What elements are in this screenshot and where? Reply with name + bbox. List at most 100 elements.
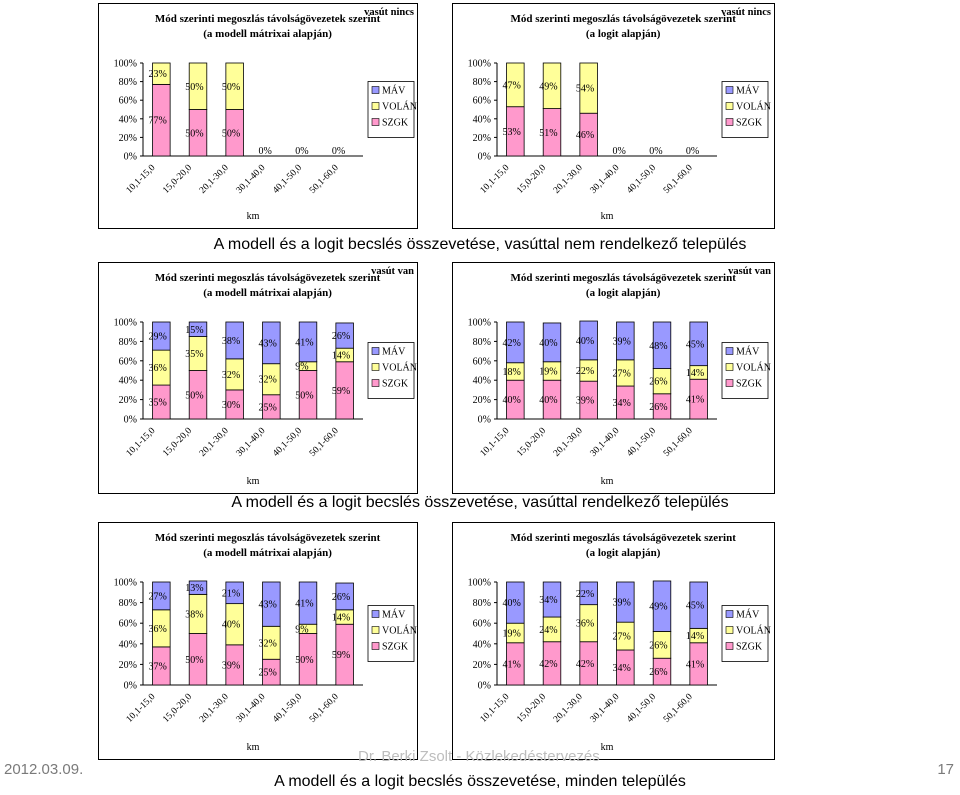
legend-label: SZGK	[382, 118, 409, 129]
stacked-bar-chart: Mód szerinti megoszlás távolságövezetek …	[98, 262, 418, 494]
data-label: 34%	[539, 595, 557, 606]
chart-title: Mód szerinti megoszlás távolságövezetek …	[155, 272, 381, 284]
data-label: 0%	[613, 146, 626, 157]
data-label: 77%	[149, 116, 167, 127]
data-label: 50%	[222, 82, 240, 93]
data-label: 41%	[686, 395, 704, 406]
bar-segment	[616, 321, 635, 361]
data-label: 59%	[332, 386, 350, 397]
chart-panel-3: Mód szerinti megoszlás távolságövezetek …	[98, 262, 418, 494]
data-label: 49%	[649, 602, 667, 613]
legend-label: MÁV	[382, 346, 406, 358]
data-label: 40%	[539, 395, 557, 406]
data-label: 40%	[503, 598, 521, 609]
legend-swatch	[371, 363, 380, 371]
bar-segment	[335, 582, 354, 611]
data-label: 29%	[149, 332, 167, 343]
y-tick-label: 80%	[119, 598, 137, 609]
stacked-bar-chart: Mód szerinti megoszlás távolságövezetek …	[98, 522, 418, 760]
y-tick-label: 80%	[473, 77, 491, 88]
chart-panel-6: Mód szerinti megoszlás távolságövezetek …	[452, 522, 775, 760]
legend-swatch	[725, 102, 734, 110]
y-tick-label: 100%	[468, 59, 491, 70]
chart-subtitle: (a modell mátrixai alapján)	[203, 547, 332, 559]
x-axis-label: km	[601, 211, 614, 222]
data-label: 35%	[185, 349, 203, 360]
data-label: 54%	[576, 84, 594, 95]
data-label: 34%	[613, 663, 631, 674]
y-tick-label: 100%	[114, 318, 137, 329]
y-tick-label: 0%	[478, 415, 491, 426]
data-label: 50%	[185, 128, 203, 139]
data-label: 19%	[503, 628, 521, 639]
data-label: 26%	[649, 640, 667, 651]
stacked-bar-chart: Mód szerinti megoszlás távolságövezetek …	[452, 522, 775, 760]
x-axis-label: km	[247, 742, 260, 753]
legend-swatch	[725, 610, 734, 618]
y-tick-label: 80%	[473, 337, 491, 348]
y-tick-label: 40%	[473, 114, 491, 125]
y-tick-label: 0%	[478, 152, 491, 163]
data-label: 50%	[295, 390, 313, 401]
bar-segment	[335, 322, 354, 349]
data-label: 26%	[332, 592, 350, 603]
y-tick-label: 60%	[119, 96, 137, 107]
y-tick-label: 40%	[473, 639, 491, 650]
y-tick-label: 60%	[473, 619, 491, 630]
y-tick-label: 80%	[473, 598, 491, 609]
y-tick-label: 20%	[119, 133, 137, 144]
legend-label: MÁV	[736, 85, 760, 97]
legend-label: SZGK	[736, 379, 763, 390]
data-label: 41%	[686, 659, 704, 670]
bar-segment	[579, 320, 598, 361]
data-label: 26%	[649, 402, 667, 413]
legend-swatch	[371, 642, 380, 650]
x-axis-label: km	[247, 476, 260, 487]
y-tick-label: 0%	[124, 415, 137, 426]
legend-label: MÁV	[736, 609, 760, 621]
data-label: 41%	[503, 659, 521, 670]
bar-segment	[652, 580, 672, 632]
data-label: 32%	[259, 375, 277, 386]
data-label: 25%	[259, 402, 277, 413]
section-title-2: A modell és a logit becslés összevetése,…	[231, 494, 729, 511]
data-label: 14%	[332, 613, 350, 624]
data-label: 43%	[259, 600, 277, 611]
data-label: 30%	[222, 400, 240, 411]
bar-segment	[542, 322, 562, 363]
x-axis-label: km	[601, 742, 614, 753]
data-label: 39%	[613, 598, 631, 609]
bar-segment	[506, 581, 525, 624]
chart-subtitle: (a logit alapján)	[586, 547, 661, 559]
data-label: 43%	[259, 338, 277, 349]
legend-swatch	[371, 118, 380, 126]
chart-subtitle: (a logit alapján)	[586, 28, 661, 40]
data-label: 40%	[503, 395, 521, 406]
chart-subtitle: (a modell mátrixai alapján)	[203, 28, 332, 40]
data-label: 37%	[149, 661, 167, 672]
y-tick-label: 60%	[473, 96, 491, 107]
data-label: 40%	[222, 620, 240, 631]
legend-label: VOLÁN	[736, 101, 771, 113]
legend-label: MÁV	[736, 346, 760, 358]
data-label: 39%	[222, 660, 240, 671]
y-tick-label: 40%	[119, 376, 137, 387]
data-label: 39%	[576, 396, 594, 407]
data-label: 45%	[686, 339, 704, 350]
bar-segment	[652, 321, 672, 369]
y-tick-label: 60%	[473, 356, 491, 367]
bar-segment	[152, 581, 171, 611]
y-tick-label: 0%	[124, 152, 137, 163]
bar-segment	[579, 581, 598, 606]
chart-subtitle: (a logit alapján)	[586, 287, 661, 299]
bar-segment	[188, 321, 208, 337]
section-title-1: A modell és a logit becslés összevetése,…	[213, 236, 747, 253]
legend-label: VOLÁN	[382, 362, 417, 374]
data-label: 40%	[539, 338, 557, 349]
data-label: 59%	[332, 650, 350, 661]
data-label: 27%	[613, 368, 631, 379]
bar-segment	[225, 62, 244, 110]
data-label: 26%	[649, 377, 667, 388]
bar-segment	[689, 581, 708, 629]
legend-swatch	[725, 347, 734, 355]
